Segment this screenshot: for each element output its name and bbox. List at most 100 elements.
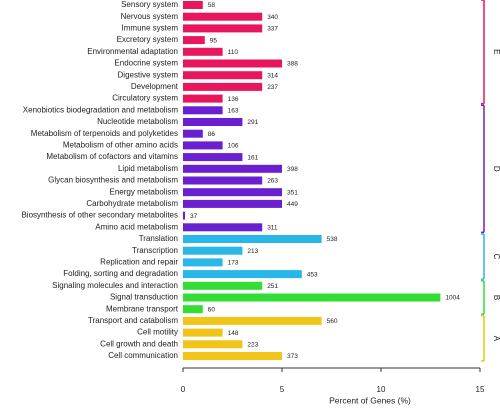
count-label: 1004 xyxy=(445,295,460,302)
x-tick-label: 5 xyxy=(280,385,285,394)
count-label: 314 xyxy=(267,72,278,79)
count-label: 86 xyxy=(208,131,216,138)
category-label: Digestive system xyxy=(118,70,179,79)
bar xyxy=(183,258,223,267)
x-tick-label: 0 xyxy=(181,385,186,394)
count-label: 337 xyxy=(267,26,278,33)
bar xyxy=(183,59,282,68)
bar xyxy=(183,316,322,325)
category-label: Excretory system xyxy=(117,35,179,44)
category-label: Amino acid metabolism xyxy=(95,222,178,231)
group-label: A xyxy=(492,336,500,342)
category-label: Circulatory system xyxy=(112,94,178,103)
count-label: 173 xyxy=(228,260,239,267)
x-tick-label: 15 xyxy=(476,385,485,394)
category-label: Metabolism of other amino acids xyxy=(63,141,178,150)
category-label: Cell communication xyxy=(108,351,178,360)
count-label: 213 xyxy=(247,248,258,255)
category-label: Energy metabolism xyxy=(110,187,179,196)
category-label: Development xyxy=(131,82,179,91)
count-label: 453 xyxy=(307,271,318,278)
count-label: 388 xyxy=(287,61,298,68)
bar xyxy=(183,270,302,279)
bar xyxy=(183,141,223,150)
count-label: 398 xyxy=(287,166,298,173)
category-label: Glycan biosynthesis and metabolism xyxy=(48,176,178,185)
category-label: Xenobiotics biodegradation and metabolis… xyxy=(23,105,179,114)
count-label: 291 xyxy=(247,119,258,126)
count-label: 373 xyxy=(287,353,298,360)
category-label: Sensory system xyxy=(121,0,178,9)
count-label: 340 xyxy=(267,14,278,21)
count-label: 95 xyxy=(210,37,218,44)
category-label: Transcription xyxy=(132,246,178,255)
category-label: Immune system xyxy=(122,24,179,33)
count-label: 223 xyxy=(247,342,258,349)
category-label: Signaling molecules and interaction xyxy=(52,281,178,290)
bar xyxy=(183,71,263,80)
bar xyxy=(183,47,223,56)
bar xyxy=(183,82,263,91)
count-label: 263 xyxy=(267,178,278,185)
category-label: Cell growth and death xyxy=(100,339,178,348)
count-label: 237 xyxy=(267,84,278,91)
count-label: 449 xyxy=(287,201,298,208)
count-label: 58 xyxy=(208,2,216,9)
category-label: Membrane transport xyxy=(106,304,179,313)
group-label: C xyxy=(492,254,500,260)
count-label: 251 xyxy=(267,283,278,290)
bar xyxy=(183,281,263,290)
category-label: Folding, sorting and degradation xyxy=(63,269,178,278)
count-label: 560 xyxy=(327,318,338,325)
bar xyxy=(183,94,223,103)
category-label: Replication and repair xyxy=(100,258,178,267)
count-label: 136 xyxy=(228,96,239,103)
bar xyxy=(183,129,203,138)
count-label: 351 xyxy=(287,189,298,196)
bar xyxy=(183,1,203,9)
category-label: Transport and catabolism xyxy=(88,316,178,325)
bar xyxy=(183,188,282,197)
count-label: 60 xyxy=(208,306,216,313)
count-label: 37 xyxy=(190,213,198,220)
bar xyxy=(183,340,243,349)
bar xyxy=(183,164,282,173)
bar xyxy=(183,199,282,208)
bar xyxy=(183,305,203,314)
bar xyxy=(183,235,322,243)
count-label: 161 xyxy=(247,154,258,161)
bar xyxy=(183,328,223,337)
bar xyxy=(183,293,441,302)
count-label: 538 xyxy=(327,236,338,243)
count-label: 148 xyxy=(228,330,239,337)
bar xyxy=(183,223,263,232)
bar xyxy=(183,24,263,33)
category-label: Environmental adaptation xyxy=(87,47,178,56)
bar xyxy=(183,153,243,162)
count-label: 106 xyxy=(228,143,239,150)
count-label: 110 xyxy=(228,49,239,56)
bar xyxy=(183,246,243,255)
group-label: B xyxy=(492,295,500,300)
group-label: D xyxy=(492,166,500,172)
bar xyxy=(183,118,243,126)
category-label: Endocrine system xyxy=(114,59,178,68)
group-label: E xyxy=(492,49,500,54)
category-label: Carbohydrate metabolism xyxy=(86,199,178,208)
count-label: 163 xyxy=(228,108,239,115)
category-label: Signal transduction xyxy=(110,293,178,302)
category-label: Cell motility xyxy=(137,328,178,337)
count-label: 311 xyxy=(267,225,278,232)
category-label: Metabolism of terpenoids and polyketides xyxy=(31,129,178,138)
x-axis-title: Percent of Genes (%) xyxy=(329,395,411,405)
bar xyxy=(183,106,223,115)
bar xyxy=(183,352,282,360)
bar xyxy=(183,176,263,185)
category-label: Metabolism of cofactors and vitamins xyxy=(46,152,178,161)
x-tick-label: 10 xyxy=(377,385,386,394)
category-label: Lipid metabolism xyxy=(118,164,178,173)
bar xyxy=(183,12,263,21)
bar xyxy=(183,211,185,220)
bar xyxy=(183,36,205,45)
